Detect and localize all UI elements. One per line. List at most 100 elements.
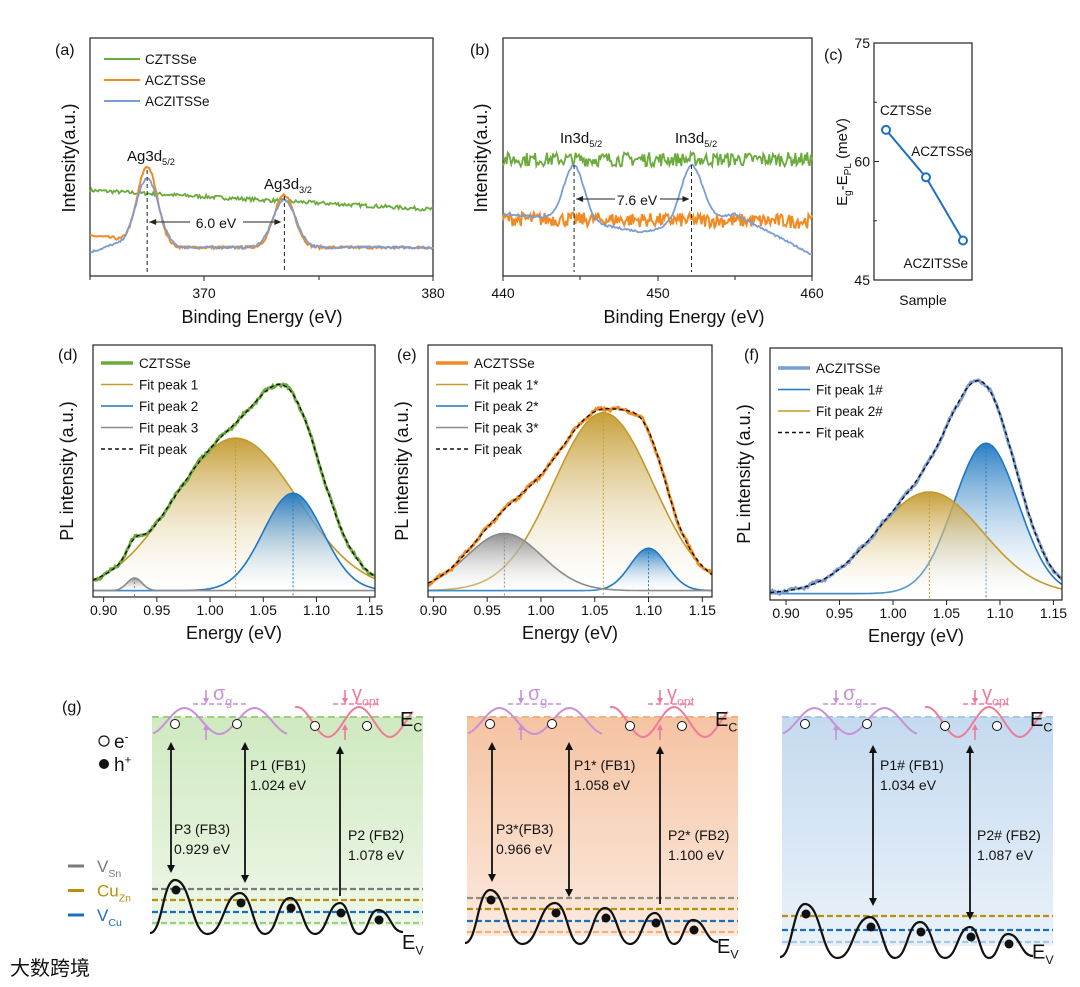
transition-energy: 1.087 eV: [977, 847, 1034, 863]
sigma-g-label: σg: [843, 683, 862, 709]
band-diagram-1: P3 (FB3) 0.929 eV P1 (FB1) 1.024 eV P2 (FB2)…: [149, 690, 423, 936]
ev-label: EV: [717, 936, 739, 962]
fit-peak-fill: [428, 412, 712, 591]
y-axis-title: PL intensity (a.u.): [57, 401, 77, 540]
legend-label: Fit peak 1*: [474, 378, 539, 393]
x-tick-label: 1.15: [689, 602, 716, 618]
electron-icon: [232, 719, 242, 729]
hole-icon: [551, 908, 561, 918]
fit-peak-fill: [93, 493, 375, 591]
transition-energy: 1.078 eV: [348, 847, 405, 863]
panel-label: (g): [62, 699, 82, 716]
x-tick-label: 0.90: [772, 605, 799, 621]
fit-sum-line: [428, 407, 712, 584]
hole-icon: [651, 918, 661, 928]
peak-label-in3d-1-sub: 5/2: [589, 139, 602, 149]
x-tick-label: 0.95: [143, 602, 170, 618]
gamma-opt-label-main: γ: [982, 683, 992, 705]
arrowhead: [241, 875, 249, 883]
legend-label: ACZTSSe: [145, 73, 206, 88]
fit-sum-line: [770, 379, 1062, 594]
x-tick-label: 0.95: [826, 605, 853, 621]
x-tick-label: 440: [491, 285, 515, 301]
peak-label-ag3d52-main: Ag3d: [127, 148, 162, 165]
defect-legend-label-main: Cu: [97, 882, 119, 901]
peak-label-ag3d52: Ag3d5/2: [127, 148, 175, 167]
plot-frame-(f): [769, 347, 1063, 601]
ec-label-sub: C: [1043, 721, 1052, 735]
electron-icon: [800, 719, 810, 729]
point-label: ACZTSSe: [911, 144, 972, 159]
arrowhead: [565, 742, 573, 750]
ec-label-sub: C: [728, 721, 737, 735]
legend-electron-main: e: [114, 732, 125, 753]
ec-label-main: E: [715, 709, 728, 731]
hole-icon: [286, 903, 296, 913]
transition-label: P2 (FB2): [348, 827, 404, 843]
ec-label-main: E: [400, 709, 413, 731]
legend-label: Fit peak 3: [139, 421, 198, 436]
y-axis-title: Eg-EPL (meV): [834, 118, 854, 206]
gamma-opt-label-sub: opt: [362, 695, 380, 709]
x-tick-label: 1.10: [986, 605, 1013, 621]
valence-band-wave: [464, 888, 719, 946]
x-tick-label: 1.05: [581, 602, 608, 618]
x-axis-title: Energy (eV): [522, 623, 618, 643]
ec-label: EC: [715, 709, 737, 735]
peak-label-in3d-2-main: In3d: [675, 130, 704, 147]
legend-label: Fit peak 2: [139, 399, 198, 414]
band-background: [782, 717, 1053, 946]
hole-icon: [801, 909, 811, 919]
band-background: [467, 717, 738, 936]
x-axis-title: Energy (eV): [186, 623, 282, 643]
gamma-opt-label: γopt: [667, 683, 695, 709]
transition-label: P1 (FB1): [250, 757, 306, 773]
y-axis-title: Intensity(a.u.): [471, 103, 491, 212]
y-axis-title: PL intensity (a.u.): [392, 401, 412, 540]
legend-label: Fit peak 1: [139, 378, 198, 393]
sigma-g-label: σg: [528, 683, 547, 709]
hole-icon: [486, 895, 496, 905]
hole-icon: [1004, 939, 1014, 949]
peak-label-ag3d52-sub: 5/2: [162, 157, 175, 167]
peak-label-in3d-2: In3d5/2: [675, 130, 717, 149]
defect-legend-label-main: V: [97, 857, 109, 876]
series-line-ACZITSSe: [89, 177, 434, 254]
x-axis-title: Sample: [899, 292, 947, 308]
sigma-g-label-sub: g: [540, 695, 547, 709]
panel-label: (f): [744, 347, 759, 364]
hole-icon: [966, 932, 976, 942]
ev-label-sub: V: [730, 948, 739, 962]
y-tick-label: 45: [854, 272, 870, 288]
legend-label: Fit peak 1#: [816, 383, 883, 398]
gamma-opt-label-sub: opt: [677, 695, 695, 709]
hole-icon: [866, 922, 876, 932]
legend-label: CZTSSe: [145, 52, 197, 67]
series-line-ACZTSSe: [502, 209, 813, 231]
legend-label: ACZITSSe: [816, 361, 881, 376]
arrowhead: [488, 742, 496, 750]
legend-label: Fit peak: [474, 442, 522, 457]
valence-band-wave: [149, 878, 404, 936]
arrowhead: [966, 912, 974, 920]
sigma-g-label-sub: g: [855, 695, 862, 709]
fit-peak-line: [428, 532, 712, 592]
transition-energy: 0.929 eV: [174, 841, 231, 857]
defect-legend-label: CuZn: [97, 882, 131, 905]
transition-energy: 0.966 eV: [496, 841, 553, 857]
sigma-g-label-main: σ: [528, 683, 541, 705]
electron-icon: [940, 721, 950, 731]
data-series-line: [770, 378, 1062, 597]
plot-area: [770, 378, 1062, 600]
sigma-g-label-main: σ: [843, 683, 856, 705]
y-title-part: -E: [834, 175, 851, 190]
legend-label: Fit peak: [816, 426, 864, 441]
x-tick-label: 1.15: [1040, 605, 1067, 621]
legend-label: ACZITSSe: [145, 94, 210, 109]
electron-icon: [310, 721, 320, 731]
sigma-g-label-sub: g: [225, 695, 232, 709]
legend-electron-sup: -: [125, 731, 129, 743]
defect-legend-label: VCu: [97, 906, 122, 929]
hole-icon: [916, 927, 926, 937]
defect-legend-label: VSn: [97, 857, 121, 880]
